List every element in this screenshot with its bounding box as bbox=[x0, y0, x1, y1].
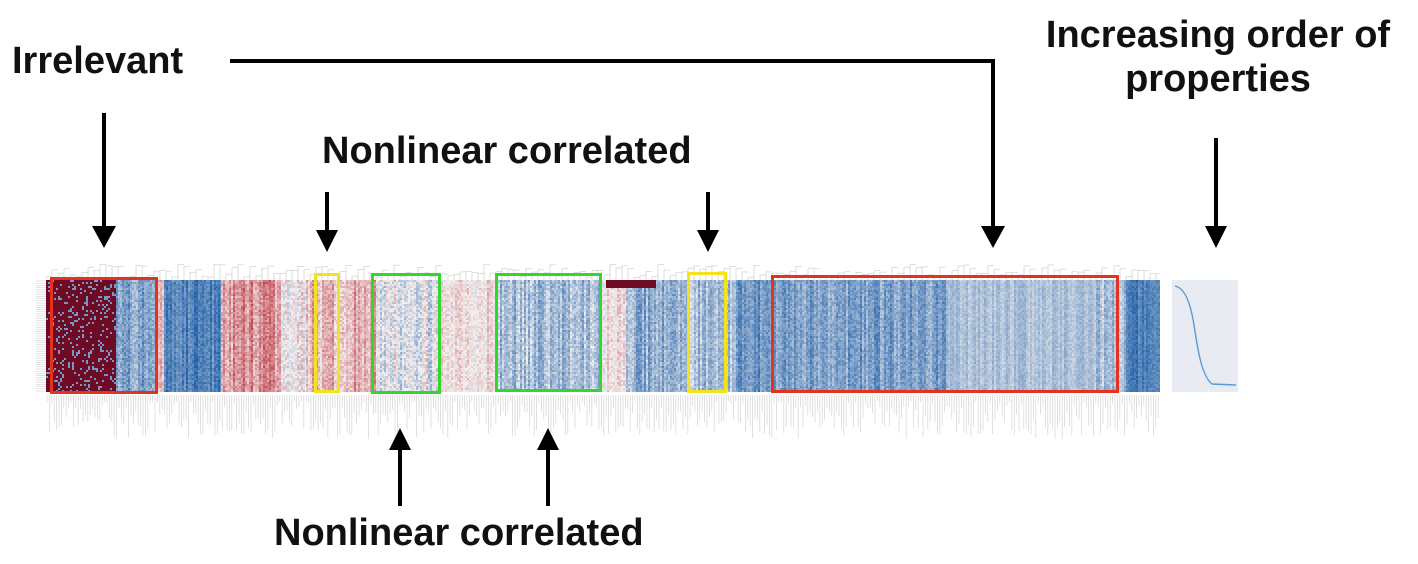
arrow-increasing-head bbox=[1205, 226, 1227, 248]
label-nonlinear-correlated-top: Nonlinear correlated bbox=[322, 130, 692, 174]
connector-irrelevant-right bbox=[230, 59, 995, 228]
arrow-irrelevant-head bbox=[92, 226, 116, 248]
row-tick-labels bbox=[36, 280, 46, 392]
arrow-nl-bottom-1-head bbox=[389, 428, 411, 450]
nonlinear-green-box-2 bbox=[495, 273, 602, 392]
property-order-curve bbox=[1174, 285, 1237, 386]
arrow-nl-top-1-head bbox=[316, 230, 338, 252]
nonlinear-yellow-box-2 bbox=[687, 272, 727, 393]
irrelevant-group-left-box bbox=[50, 277, 158, 394]
arrow-irrelevant-right-head bbox=[981, 226, 1005, 248]
label-increasing-order-line1: Increasing order of bbox=[1030, 14, 1406, 58]
column-tick-labels bbox=[46, 395, 1159, 439]
arrow-nl-top-2-head bbox=[697, 230, 719, 252]
heatmap bbox=[46, 280, 1160, 392]
label-increasing-order-line2: properties bbox=[1030, 58, 1406, 102]
arrow-nl-bottom-2-head bbox=[537, 428, 559, 450]
label-irrelevant: Irrelevant bbox=[12, 40, 183, 84]
property-order-curve-panel bbox=[1172, 280, 1238, 392]
label-increasing-order: Increasing order of properties bbox=[1030, 14, 1406, 101]
nonlinear-green-box-1 bbox=[371, 273, 441, 394]
label-nonlinear-correlated-bottom: Nonlinear correlated bbox=[274, 512, 644, 556]
nonlinear-yellow-box-1 bbox=[314, 273, 340, 393]
irrelevant-group-right-box bbox=[771, 275, 1119, 393]
